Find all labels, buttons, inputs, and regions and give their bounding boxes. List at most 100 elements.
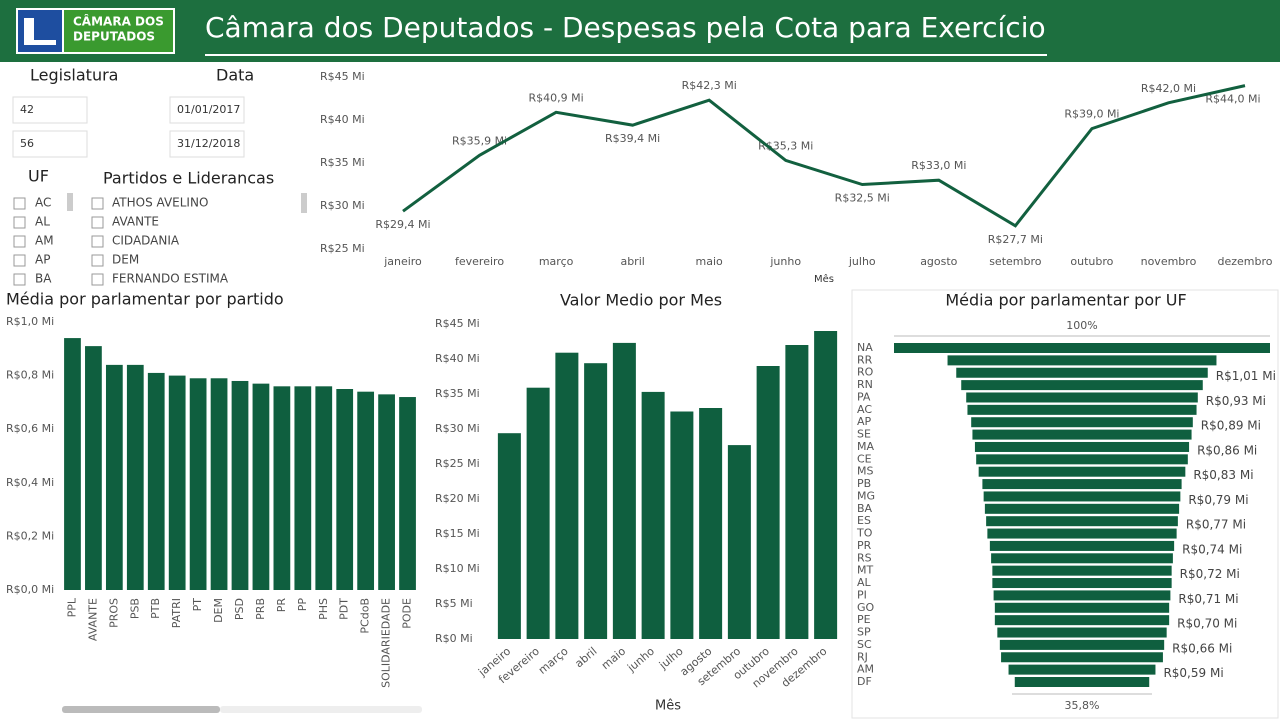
checkbox[interactable] (13, 254, 26, 267)
checkbox[interactable] (91, 254, 104, 267)
bar[interactable] (315, 386, 333, 590)
bar[interactable] (378, 394, 395, 590)
x-tick-label: dezembro (1218, 255, 1273, 268)
data-label: R$0,74 Mi (1182, 542, 1242, 556)
data-label: R$0,79 Mi (1188, 493, 1248, 507)
bar[interactable] (555, 352, 579, 639)
checkbox[interactable] (91, 197, 104, 210)
funnel-bar[interactable] (894, 343, 1270, 353)
funnel-bar[interactable] (993, 590, 1171, 601)
bar[interactable] (336, 389, 354, 590)
logo-shape (24, 18, 56, 45)
bar[interactable] (64, 338, 81, 590)
category-label: RS (857, 551, 872, 564)
funnel-bar[interactable] (947, 355, 1217, 366)
funnel-bar[interactable] (1008, 664, 1156, 675)
bar[interactable] (612, 342, 636, 639)
funnel-bar[interactable] (984, 503, 1180, 514)
bar[interactable] (294, 386, 312, 590)
funnel-bar[interactable] (994, 615, 1170, 626)
input-box[interactable] (169, 96, 245, 124)
bar[interactable] (168, 375, 186, 590)
funnel-bar[interactable] (992, 578, 1172, 589)
slicer-item: AVANTE (112, 215, 159, 229)
x-tick-label: PDT (338, 598, 351, 620)
funnel-bar[interactable] (956, 367, 1208, 378)
input-box[interactable] (12, 130, 88, 158)
funnel-bar[interactable] (974, 441, 1190, 452)
data-label: R$0,71 Mi (1178, 592, 1238, 606)
bar[interactable] (756, 366, 780, 639)
bar[interactable] (399, 397, 416, 590)
bar[interactable] (670, 411, 694, 640)
bar[interactable] (727, 445, 751, 639)
data-label: R$0,86 Mi (1197, 443, 1257, 457)
funnel-bar[interactable] (987, 528, 1177, 539)
input-box[interactable] (12, 96, 88, 124)
category-label: DF (857, 675, 872, 688)
input-box[interactable] (169, 130, 245, 158)
funnel-bar[interactable] (1001, 652, 1163, 663)
bar[interactable] (584, 363, 608, 639)
slicer-item: CIDADANIA (112, 234, 180, 248)
data-label: R$32,5 Mi (835, 192, 890, 205)
logo-text: DEPUTADOS (73, 30, 155, 44)
funnel-bar[interactable] (992, 565, 1172, 576)
funnel-bar[interactable] (971, 417, 1193, 428)
x-tick-label: outubro (1070, 255, 1113, 268)
checkbox[interactable] (13, 235, 26, 248)
y-tick-label: R$30 Mi (435, 422, 480, 435)
bar[interactable] (85, 346, 102, 590)
x-tick-label: PR (275, 598, 288, 613)
scrollbar[interactable] (62, 706, 220, 713)
checkbox[interactable] (91, 273, 104, 286)
funnel-bar[interactable] (976, 454, 1188, 465)
funnel-bar[interactable] (978, 466, 1186, 477)
funnel-bar[interactable] (997, 627, 1167, 638)
bar[interactable] (147, 372, 165, 590)
bar[interactable] (126, 364, 144, 590)
data-label: R$0,89 Mi (1201, 419, 1261, 433)
input-value: 56 (20, 137, 34, 150)
bar[interactable] (699, 408, 723, 639)
bar[interactable] (231, 380, 249, 590)
bar[interactable] (785, 345, 809, 639)
bar[interactable] (814, 331, 838, 639)
funnel-bar[interactable] (989, 540, 1175, 551)
funnel-top-label: 100% (1066, 319, 1097, 332)
funnel-bar[interactable] (994, 602, 1170, 613)
bar[interactable] (105, 364, 123, 590)
bar[interactable] (497, 433, 521, 639)
panel-border (851, 289, 1279, 719)
x-axis-label: Mês (655, 699, 681, 714)
bar[interactable] (357, 391, 375, 590)
funnel-bar[interactable] (961, 380, 1203, 391)
bar[interactable] (273, 386, 291, 590)
category-label: RO (857, 366, 874, 379)
checkbox[interactable] (91, 216, 104, 229)
y-tick-label: R$40 Mi (320, 113, 365, 126)
scrollbar[interactable] (67, 193, 73, 211)
bar[interactable] (641, 391, 665, 639)
bar[interactable] (210, 378, 228, 590)
bar[interactable] (252, 383, 270, 590)
funnel-bar[interactable] (967, 404, 1197, 415)
funnel-bar[interactable] (972, 429, 1192, 440)
funnel-bar[interactable] (982, 479, 1182, 490)
funnel-bar[interactable] (966, 392, 1198, 403)
category-label: CE (857, 452, 872, 465)
scrollbar[interactable] (301, 193, 307, 213)
checkbox[interactable] (13, 216, 26, 229)
checkbox[interactable] (13, 197, 26, 210)
bar[interactable] (189, 378, 207, 590)
chart-title: Valor Medio por Mes (560, 291, 722, 310)
funnel-bar[interactable] (999, 639, 1165, 650)
funnel-bar[interactable] (986, 516, 1178, 527)
bar[interactable] (526, 387, 550, 639)
checkbox[interactable] (91, 235, 104, 248)
funnel-bar[interactable] (983, 491, 1181, 502)
checkbox[interactable] (13, 273, 26, 286)
funnel-bar[interactable] (991, 553, 1173, 564)
funnel-bar[interactable] (1014, 677, 1150, 687)
category-label: SE (857, 428, 871, 441)
